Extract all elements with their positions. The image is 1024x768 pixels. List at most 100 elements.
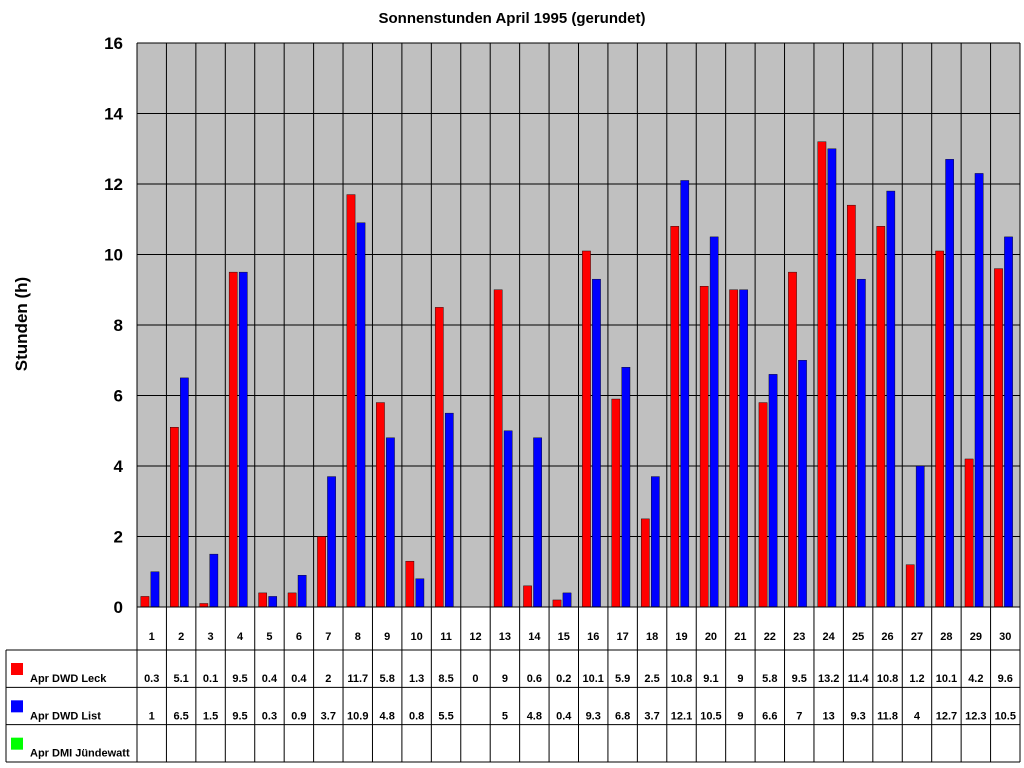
data-label: 0 [472,673,478,685]
data-label: 4.8 [527,710,542,722]
bar-list [209,553,219,608]
bar-leck [228,271,238,608]
x-tick-label: 4 [237,631,244,643]
data-label: 5.1 [174,673,189,685]
data-label: 0.8 [409,710,424,722]
bar-leck [258,592,268,608]
data-label: 5.5 [438,710,453,722]
data-label: 9.5 [792,673,807,685]
bar-list [739,289,748,608]
bar-leck [434,307,444,608]
bar-leck [317,536,326,608]
data-label: 0.6 [527,673,542,685]
x-tick-label: 15 [558,631,570,643]
bar-list [592,278,601,608]
x-tick-label: 9 [384,631,390,643]
bar-list [238,271,248,608]
data-label: 9.1 [703,673,718,685]
bar-leck [523,585,532,608]
bar-leck [287,592,297,608]
x-tick-label: 5 [266,631,272,643]
data-label: 10.9 [347,710,368,722]
y-tick-label: 2 [114,528,123,547]
data-label: 10.5 [700,710,721,722]
data-label: 5.8 [762,673,777,685]
x-tick-label: 11 [440,631,452,643]
y-tick-label: 4 [114,457,124,476]
x-tick-label: 7 [325,631,331,643]
y-tick-label: 12 [104,175,123,194]
x-tick-label: 21 [734,631,746,643]
x-tick-label: 8 [355,631,361,643]
data-label: 9.5 [232,710,247,722]
x-tick-label: 24 [823,631,836,643]
bar-list [945,159,954,608]
bar-leck [729,289,738,608]
bar-list [798,360,807,608]
x-tick-label: 12 [469,631,481,643]
data-label: 9 [502,673,508,685]
x-tick-label: 18 [646,631,658,643]
x-tick-label: 29 [970,631,982,643]
data-label: 0.4 [262,673,278,685]
data-label: 6.5 [174,710,189,722]
data-label: 0.3 [144,673,159,685]
y-tick-label: 8 [114,316,123,335]
data-label: 4.2 [968,673,983,685]
data-label: 0.4 [291,673,307,685]
bar-leck [788,271,797,608]
data-label: 10.8 [671,673,692,685]
data-label: 3.7 [644,710,659,722]
x-tick-label: 3 [208,631,214,643]
bar-list [268,596,278,608]
data-label: 3.7 [321,710,336,722]
legend-label: Apr DWD List [30,710,101,722]
x-tick-label: 19 [675,631,687,643]
bar-list [327,476,336,608]
data-label: 0.3 [262,710,277,722]
legend-swatch [11,663,23,675]
x-tick-label: 22 [764,631,776,643]
bar-leck [552,599,562,608]
bar-list [533,437,542,608]
bar-list [680,180,690,608]
bar-list [651,476,660,608]
data-label: 0.2 [556,673,571,685]
bar-list [915,465,925,608]
bar-list [356,222,366,608]
data-label: 6.8 [615,710,630,722]
bar-leck [994,268,1003,608]
x-tick-label: 1 [149,631,155,643]
legend-swatch [11,700,23,713]
bar-leck [376,402,385,608]
data-label: 12.3 [965,710,986,722]
bar-leck [847,204,856,608]
bar-list [503,430,513,608]
y-tick-label: 10 [104,246,123,265]
data-label: 4.8 [380,710,395,722]
bar-leck [582,250,591,608]
bar-leck [199,603,209,608]
x-tick-label: 16 [587,631,599,643]
bar-list [415,578,425,608]
bar-list [562,592,572,608]
data-label: 11.7 [347,673,368,685]
bar-list [297,575,307,608]
y-tick-label: 6 [114,387,123,406]
bar-leck [935,250,944,608]
bar-list [709,236,719,608]
data-label: 11.8 [877,710,898,722]
data-label: 12.7 [936,710,957,722]
y-tick-label: 14 [104,105,123,124]
bar-leck [493,289,503,608]
bar-list [621,367,631,608]
data-label: 5.8 [380,673,395,685]
x-tick-label: 28 [940,631,952,643]
bar-list [1004,236,1013,608]
data-label: 13 [823,710,835,722]
bar-leck [611,398,621,608]
data-label: 6.6 [762,710,777,722]
y-tick-label: 16 [104,34,123,53]
bar-leck [905,564,915,608]
x-tick-label: 2 [178,631,184,643]
